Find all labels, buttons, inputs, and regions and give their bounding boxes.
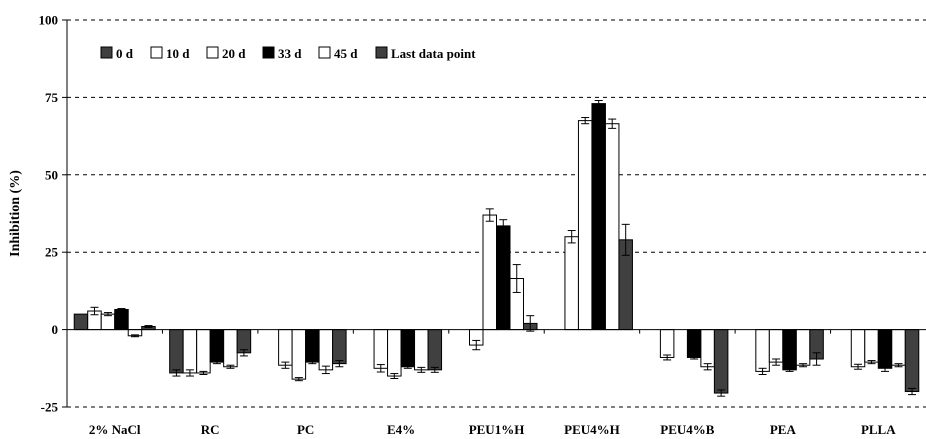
y-ticks: -25 0 25 50 75 100 <box>39 13 67 415</box>
bar <box>591 103 606 331</box>
x-tick-label: E4% <box>387 422 415 437</box>
bar <box>209 329 225 363</box>
bar <box>904 329 920 393</box>
bar <box>755 329 770 372</box>
legend: 0 d 10 d 20 d 33 d 45 d Last data point <box>100 46 476 61</box>
bar <box>482 214 497 331</box>
bar <box>414 329 429 371</box>
x-tick-label: PC <box>297 422 314 437</box>
bar <box>196 329 211 374</box>
bar <box>100 313 116 331</box>
bar <box>291 329 307 380</box>
bar <box>332 329 347 365</box>
bar <box>73 313 89 331</box>
bar <box>427 329 443 371</box>
legend-label: 0 d <box>116 46 134 61</box>
legend-label: Last data point <box>391 46 476 61</box>
y-tick-label: 0 <box>52 322 59 337</box>
bar <box>305 329 320 363</box>
bar <box>686 329 702 358</box>
bar <box>768 329 784 363</box>
legend-label: 45 d <box>334 46 358 61</box>
x-tick-label: PEA <box>770 422 797 437</box>
x-tick-label: 2% NaCl <box>89 422 141 437</box>
bar <box>373 329 389 369</box>
legend-label: 20 d <box>222 46 246 61</box>
bar <box>700 329 715 368</box>
x-tick-label: PEU4%H <box>564 422 620 437</box>
bar <box>387 329 402 377</box>
bar <box>604 123 620 331</box>
y-tick-label: -25 <box>41 400 59 415</box>
bar <box>795 329 811 366</box>
legend-swatch <box>100 46 113 59</box>
x-tick-label: RC <box>201 422 220 437</box>
x-ticks: 2% NaCl RC PC E4% PEU1%H PEU4%H PEU4%B PEA PLLA <box>66 329 896 437</box>
legend-label: 33 d <box>278 46 302 61</box>
bar <box>182 329 198 374</box>
bar <box>223 329 238 368</box>
legend-swatch <box>318 46 331 59</box>
y-axis-title: Inhibition (%) <box>8 170 23 257</box>
bar <box>782 329 797 371</box>
legend-swatch <box>206 46 219 59</box>
y-tick-label: 50 <box>45 167 58 182</box>
bar <box>864 329 879 363</box>
bar <box>114 308 129 331</box>
bars <box>73 103 920 394</box>
gridlines <box>67 19 926 408</box>
bar <box>877 329 893 369</box>
bar <box>278 329 293 366</box>
legend-swatch <box>150 46 163 59</box>
y-tick-label: 25 <box>45 245 59 260</box>
y-tick-label: 75 <box>45 90 59 105</box>
bar <box>400 329 416 368</box>
bar <box>891 329 906 366</box>
x-tick-label: PEU4%B <box>660 422 715 437</box>
bar <box>496 225 511 331</box>
bar <box>169 329 184 374</box>
legend-swatch <box>262 46 275 59</box>
bar <box>659 329 675 358</box>
y-tick-label: 100 <box>39 13 59 28</box>
legend-label: 10 d <box>166 46 190 61</box>
bar <box>850 329 866 368</box>
legend-swatch <box>375 46 388 59</box>
error-bars <box>90 99 917 397</box>
bar <box>564 236 579 331</box>
bar <box>318 329 334 371</box>
axes <box>66 20 926 407</box>
bar <box>713 329 729 394</box>
x-tick-label: PLLA <box>861 422 896 437</box>
x-tick-label: PEU1%H <box>469 422 525 437</box>
bar <box>577 120 593 331</box>
